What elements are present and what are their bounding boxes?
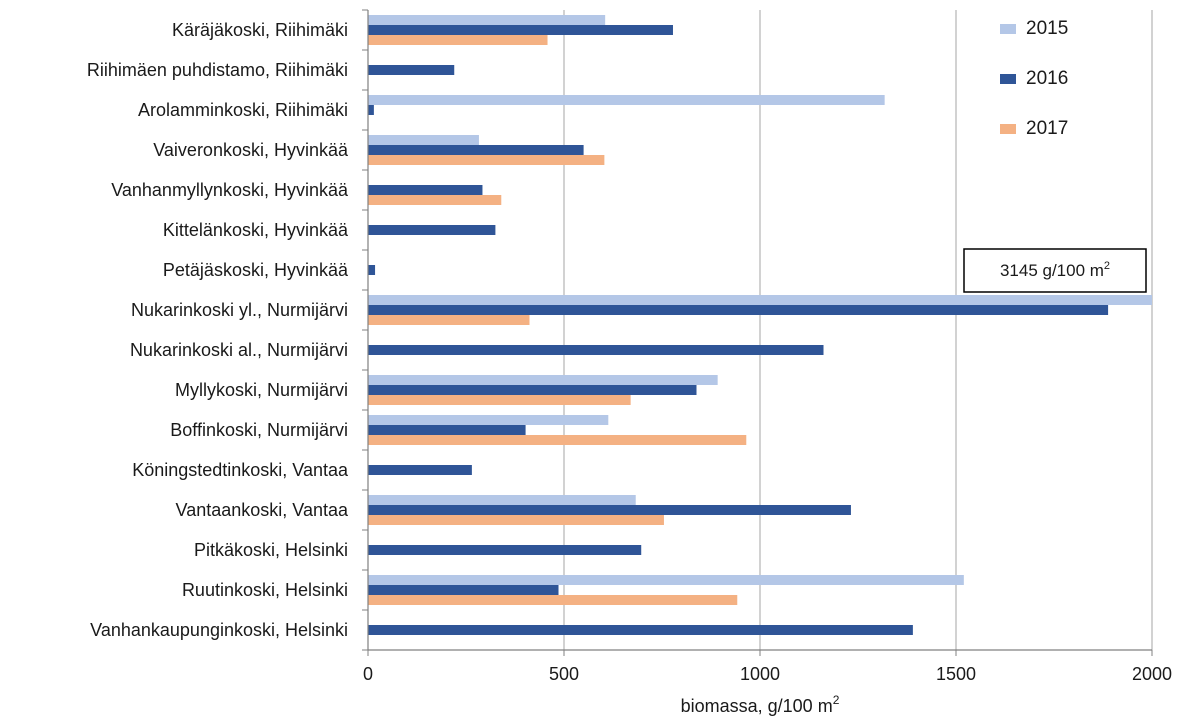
bar-2017 [368,195,502,205]
annotation: 3145 g/100 m2 [963,248,1147,293]
bar-2015 [368,295,1152,305]
x-axis-title: biomassa, g/100 m2 [681,693,840,716]
annotation-text-main: 3145 g/100 m [1000,261,1104,280]
category-label: Arolamminkoski, Riihimäki [138,100,348,120]
legend-label: 2017 [1026,118,1068,139]
annotation-text: 3145 g/100 m2 [1000,260,1110,280]
axes [362,9,1153,656]
legend: 2015 2016 2017 [1000,18,1068,139]
category-label: Ruutinkoski, Helsinki [182,580,348,600]
category-label: Kittelänkoski, Hyvinkää [163,220,349,240]
bar-2016 [368,225,496,235]
legend-label: 2015 [1026,18,1068,39]
bar-2017 [368,435,747,445]
bar-2016 [368,265,376,275]
category-label: Pitkäkoski, Helsinki [194,540,348,560]
bar-2016 [368,465,472,475]
bar-2015 [368,575,964,585]
category-label: Boffinkoski, Nurmijärvi [170,420,348,440]
category-label: Riihimäen puhdistamo, Riihimäki [87,60,348,80]
bar-2016 [368,105,374,115]
category-labels: Käräjäkoski, Riihimäki Riihimäen puhdista… [87,20,349,640]
bar-2016 [368,585,559,595]
bar-2015 [368,415,609,425]
category-label: Vanhanmyllynkoski, Hyvinkää [111,180,349,200]
bar-2016 [368,25,673,35]
category-label: Nukarinkoski yl., Nurmijärvi [131,300,348,320]
bar-2017 [368,395,631,405]
bar-2016 [368,305,1109,315]
bar-2017 [368,595,738,605]
bar-2016 [368,185,483,195]
bar-2016 [368,65,455,75]
annotation-box [963,248,1147,293]
bar-2016 [368,625,913,635]
bar-2015 [368,375,718,385]
annotation-text-sup: 2 [1104,260,1110,272]
legend-swatch-2015 [1000,24,1016,34]
bar-2017 [368,155,605,165]
bar-2015 [368,495,636,505]
bar-2015 [368,95,885,105]
category-label: Köningstedtinkoski, Vantaa [132,460,349,480]
bar-2016 [368,145,584,155]
category-label: Vantaankoski, Vantaa [176,500,349,520]
legend-swatch-2016 [1000,74,1016,84]
bar-2017 [368,315,530,325]
bar-2017 [368,35,548,45]
category-label: Käräjäkoski, Riihimäki [172,20,348,40]
legend-swatch-2017 [1000,124,1016,134]
bar-2017 [368,515,664,525]
x-axis-title-main: biomassa, g/100 m [681,696,833,716]
bar-2015 [368,135,479,145]
category-label: Vaiveronkoski, Hyvinkää [153,140,349,160]
x-tick-label: 0 [363,664,373,684]
x-axis-title-sup: 2 [833,693,840,707]
x-tick-label: 1500 [936,664,976,684]
bar-2016 [368,425,526,435]
x-tick-label: 500 [549,664,579,684]
bar-2016 [368,545,642,555]
bar-2015 [368,15,606,25]
bar-2016 [368,345,824,355]
bars [368,15,1152,635]
category-label: Vanhankaupunginkoski, Helsinki [90,620,348,640]
x-tick-label: 1000 [740,664,780,684]
category-label: Petäjäskoski, Hyvinkää [163,260,349,280]
bar-2016 [368,385,697,395]
gridlines [563,10,1153,650]
category-label: Nukarinkoski al., Nurmijärvi [130,340,348,360]
x-tick-labels: 0 500 1000 1500 2000 [363,664,1172,684]
bar-2016 [368,505,851,515]
x-tick-label: 2000 [1132,664,1172,684]
legend-label: 2016 [1026,68,1068,89]
category-label: Myllykoski, Nurmijärvi [175,380,348,400]
